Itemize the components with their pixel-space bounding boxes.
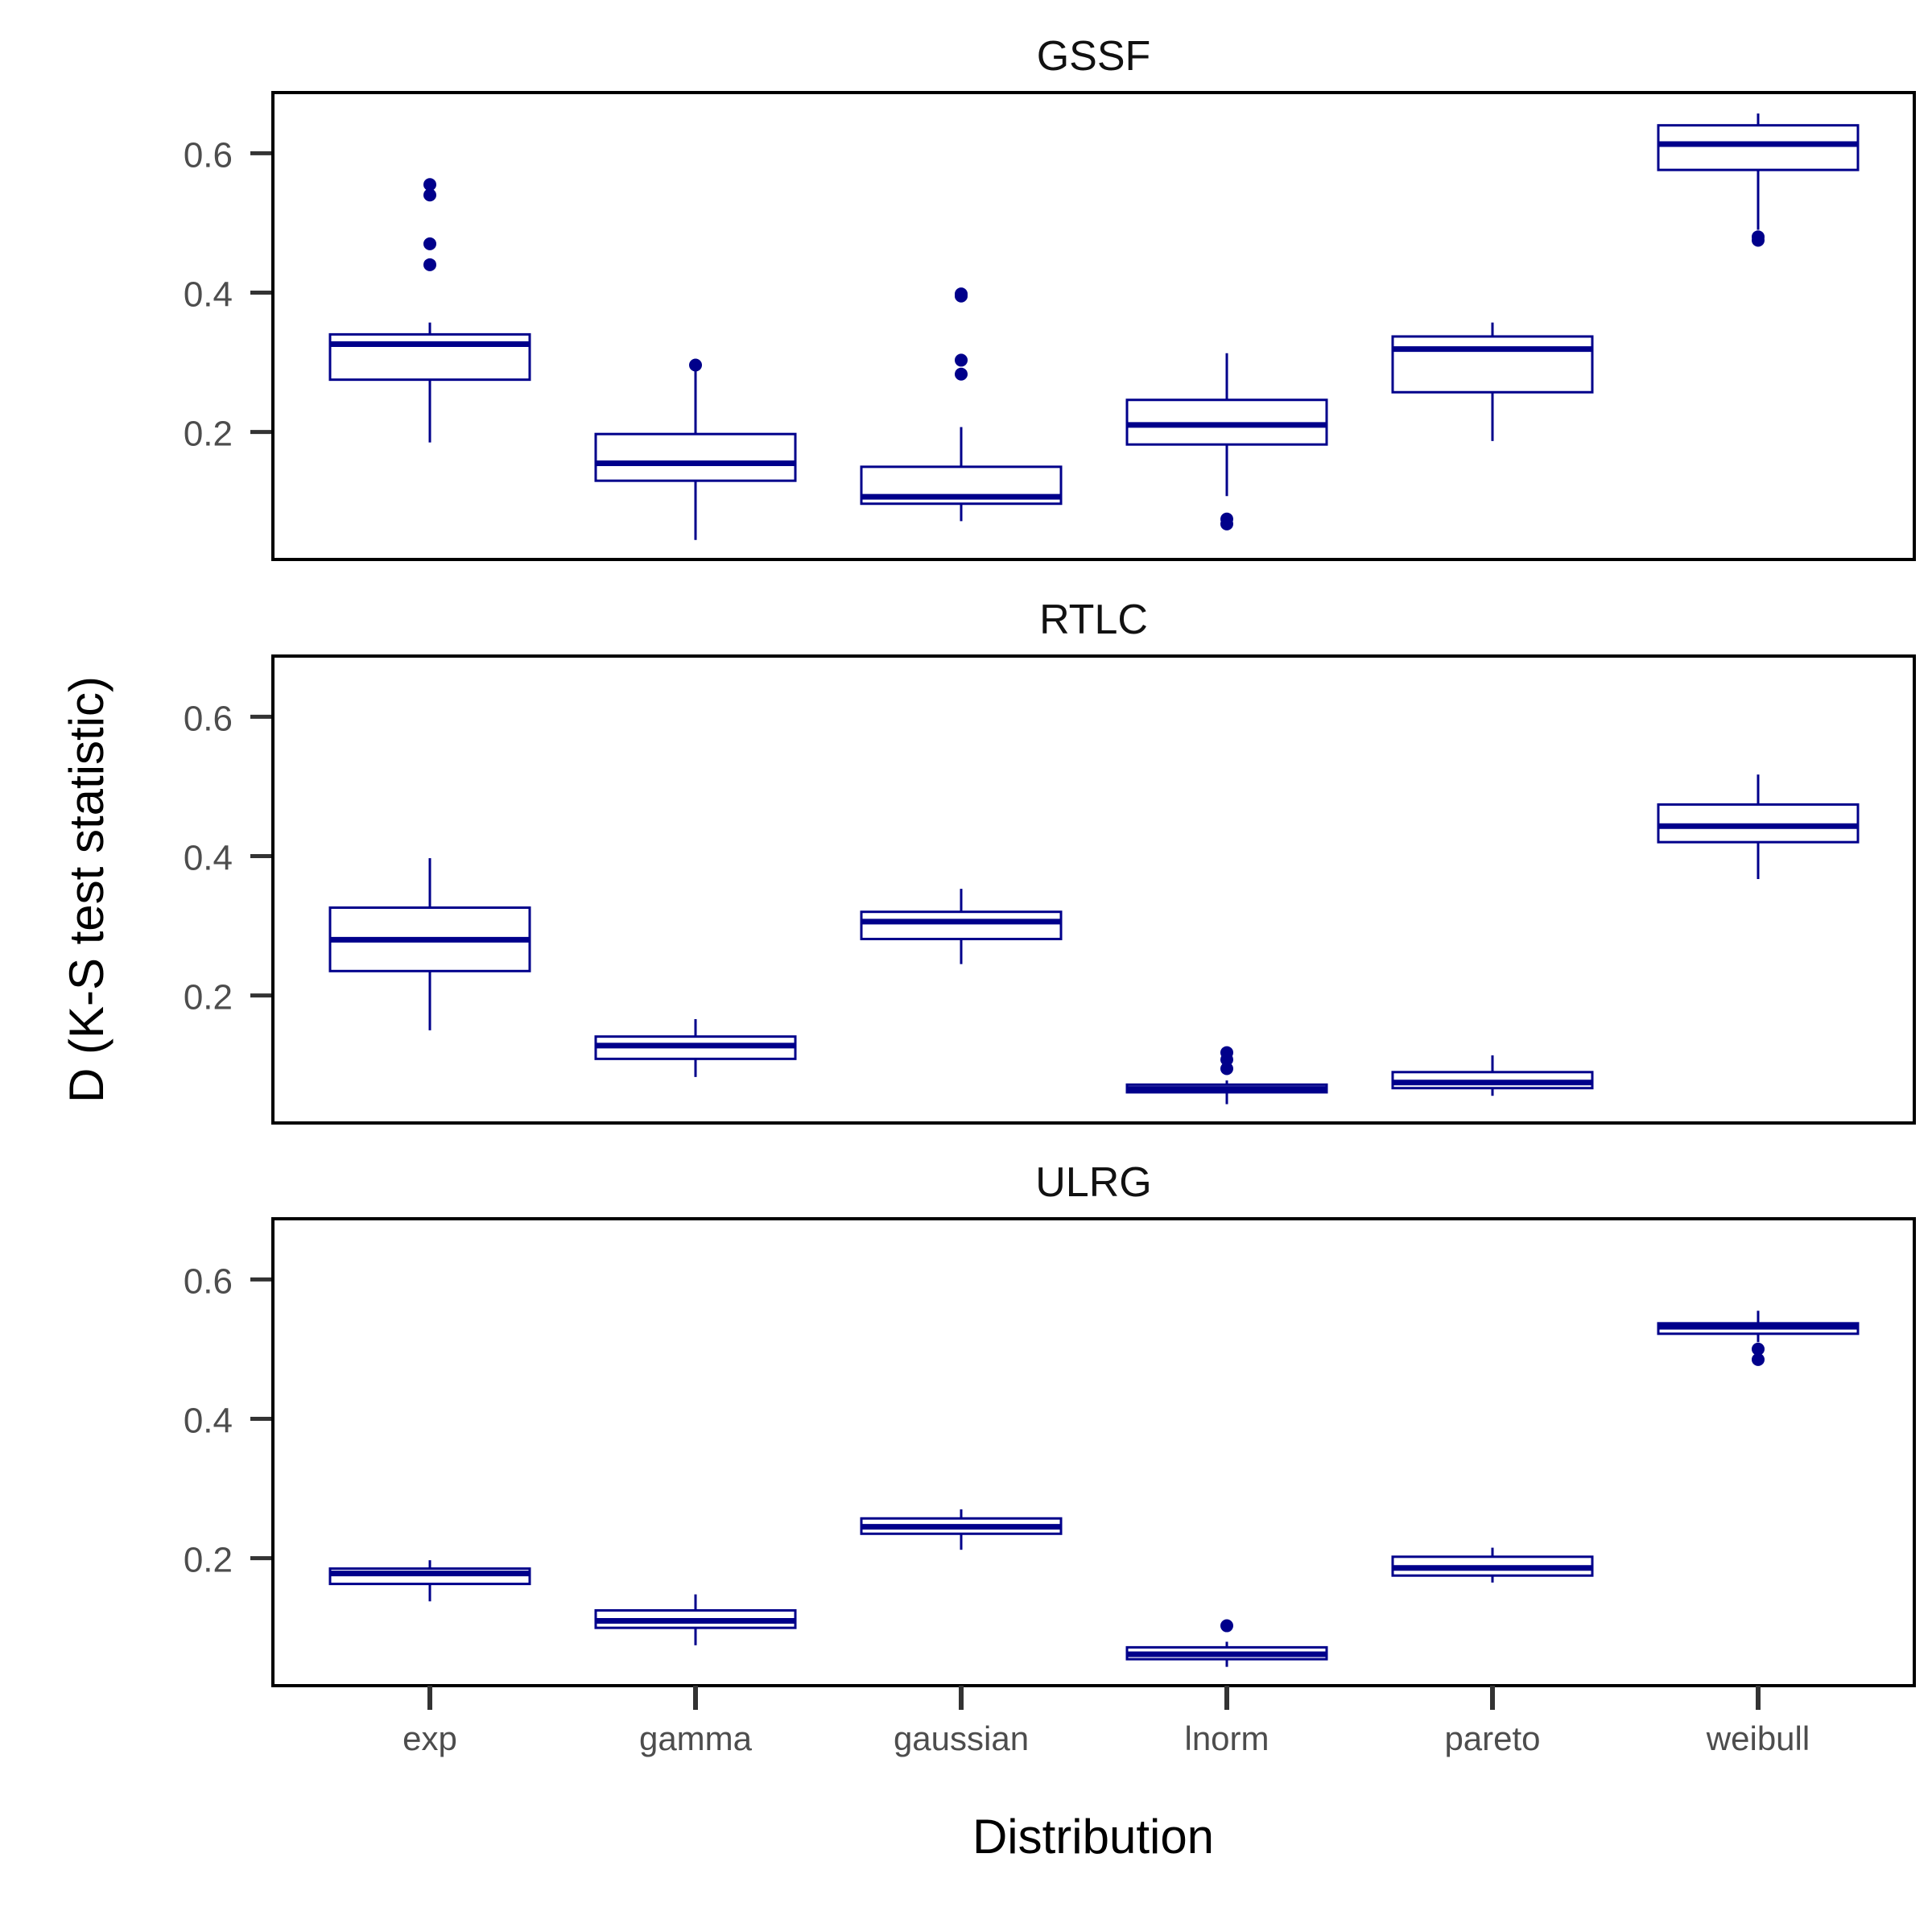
panel-frame bbox=[271, 654, 1916, 1125]
box-weibull bbox=[1657, 774, 1860, 880]
panel-rtlc: RTLC 0.2 0.4 0.6 bbox=[184, 597, 1916, 1125]
y-tick-label: 0.4 bbox=[184, 1401, 233, 1440]
y-tick-label: 0.6 bbox=[184, 135, 233, 175]
x-tick-label: pareto bbox=[1444, 1719, 1540, 1757]
panel-title: RTLC bbox=[1039, 597, 1148, 643]
outlier-point bbox=[689, 358, 702, 372]
outlier-point bbox=[955, 287, 968, 301]
box-exp bbox=[328, 1560, 531, 1602]
box-iqr bbox=[1657, 124, 1860, 171]
outlier-point bbox=[955, 367, 968, 381]
box-iqr bbox=[594, 432, 797, 482]
outlier-point bbox=[955, 353, 968, 367]
y-tick-label: 0.6 bbox=[184, 1261, 233, 1301]
box-exp bbox=[328, 858, 531, 1030]
y-tick-label: 0.4 bbox=[184, 838, 233, 877]
outlier-point bbox=[423, 237, 436, 250]
outlier-point bbox=[423, 188, 436, 202]
box-pareto bbox=[1391, 322, 1594, 441]
panel-frame bbox=[271, 1217, 1916, 1687]
box-pareto bbox=[1391, 1547, 1594, 1583]
x-tick-label: gaussian bbox=[894, 1719, 1029, 1757]
outlier-point bbox=[423, 178, 436, 192]
box-weibull bbox=[1657, 1311, 1860, 1366]
x-tick-label: weibull bbox=[1706, 1719, 1810, 1757]
panel-title: ULRG bbox=[1035, 1159, 1151, 1206]
y-tick-label: 0.6 bbox=[184, 699, 233, 738]
x-axis-label: Distribution bbox=[972, 1810, 1214, 1864]
box-gaussian bbox=[860, 889, 1063, 964]
outlier-point bbox=[1752, 1342, 1765, 1356]
y-tick-label: 0.4 bbox=[184, 275, 233, 314]
box-weibull bbox=[1657, 113, 1860, 247]
box-iqr bbox=[328, 332, 531, 382]
box-iqr bbox=[1391, 335, 1594, 394]
box-gaussian bbox=[860, 287, 1063, 522]
panel-title: GSSF bbox=[1037, 33, 1151, 80]
panel-gssf: GSSF 0.2 0.4 0.6 bbox=[184, 33, 1916, 561]
panels: GSSF 0.2 0.4 0.6 RTLC 0.2 0.4 0.6 ULRG 0.2 0.4 0.6 e… bbox=[184, 33, 1916, 1757]
box-gamma bbox=[594, 358, 797, 540]
outlier-point bbox=[1752, 230, 1765, 244]
x-tick-label: exp bbox=[402, 1719, 457, 1757]
outlier-point bbox=[1220, 1046, 1233, 1059]
y-tick-label: 0.2 bbox=[184, 1541, 233, 1580]
box-gaussian bbox=[860, 1509, 1063, 1550]
box-lnorm bbox=[1125, 1046, 1328, 1104]
y-tick-label: 0.2 bbox=[184, 978, 233, 1018]
panel-frame bbox=[271, 91, 1916, 561]
x-tick-label: gamma bbox=[639, 1719, 753, 1757]
outlier-point bbox=[1220, 1619, 1233, 1633]
box-exp bbox=[328, 178, 531, 443]
box-lnorm bbox=[1125, 1619, 1328, 1667]
outlier-point bbox=[423, 258, 436, 271]
box-gamma bbox=[594, 1594, 797, 1645]
box-lnorm bbox=[1125, 353, 1328, 530]
outlier-point bbox=[1220, 512, 1233, 526]
box-pareto bbox=[1391, 1055, 1594, 1096]
x-tick-label: lnorm bbox=[1184, 1719, 1269, 1757]
box-gamma bbox=[594, 1019, 797, 1077]
y-tick-label: 0.2 bbox=[184, 415, 233, 454]
box-iqr bbox=[860, 910, 1063, 940]
outlier-point bbox=[1220, 1062, 1233, 1075]
y-axis-label: D (K-S test statistic) bbox=[60, 676, 114, 1103]
panel-ulrg: ULRG 0.2 0.4 0.6 exp gamma gaussian lnorm pareto… bbox=[184, 1159, 1916, 1757]
outlier-point bbox=[1752, 1352, 1765, 1366]
